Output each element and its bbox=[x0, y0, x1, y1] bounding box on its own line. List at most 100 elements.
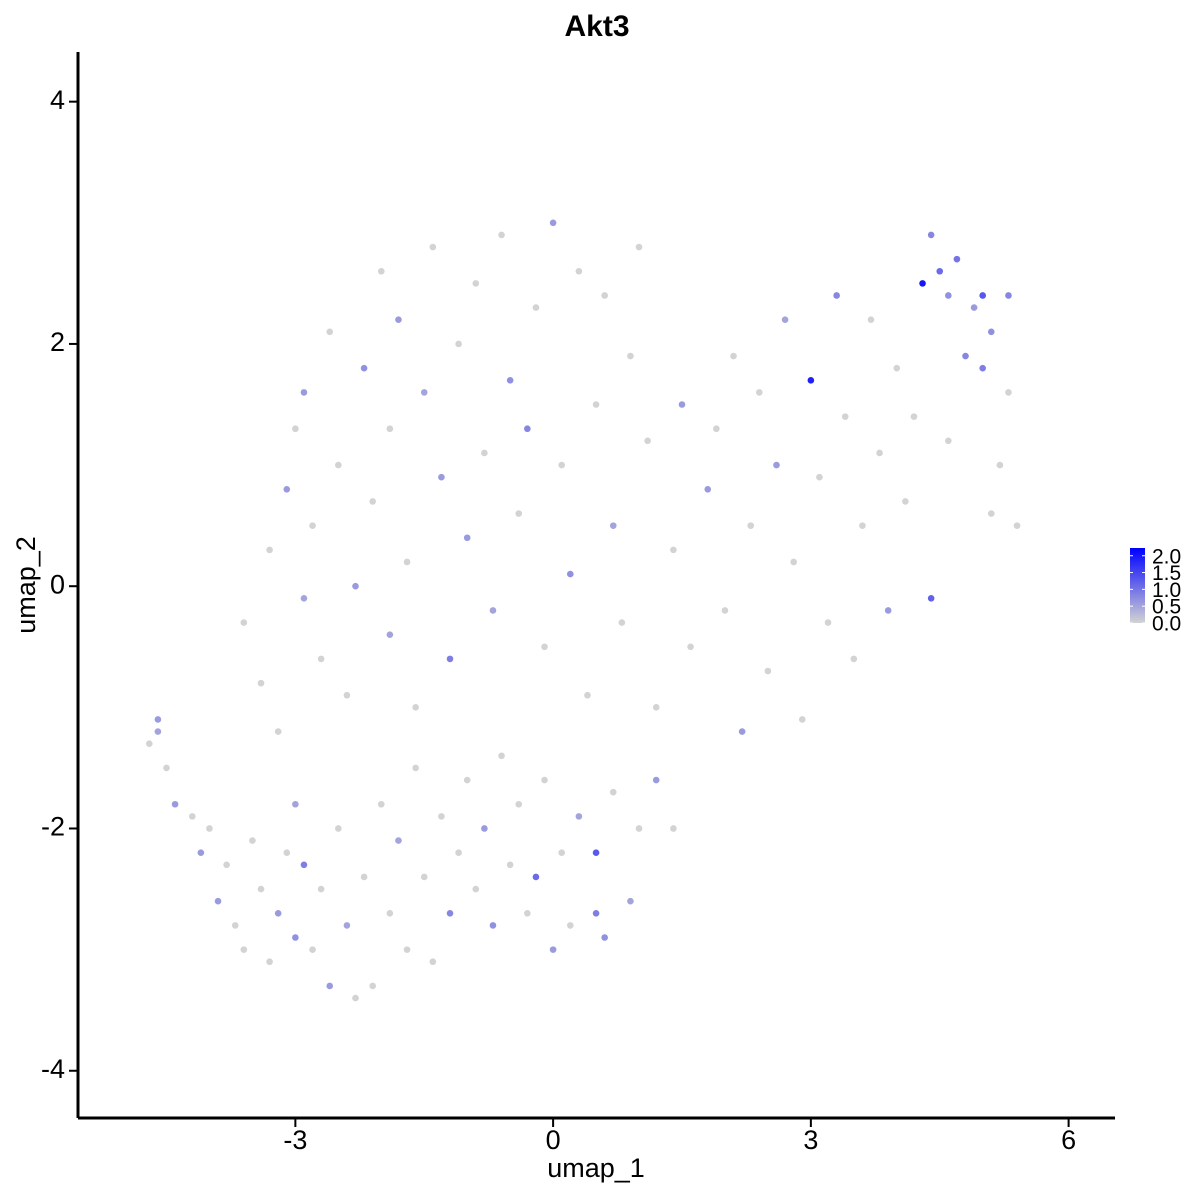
point bbox=[678, 401, 686, 408]
point bbox=[300, 389, 308, 396]
point bbox=[549, 946, 557, 953]
point bbox=[300, 595, 308, 602]
point bbox=[816, 473, 823, 481]
point bbox=[687, 643, 694, 651]
point bbox=[266, 958, 273, 966]
point bbox=[369, 498, 376, 505]
y-axis-label: umap_2 bbox=[11, 536, 41, 634]
y-tick-label: -2 bbox=[41, 812, 65, 842]
point bbox=[412, 704, 419, 711]
point bbox=[627, 352, 634, 360]
point bbox=[154, 728, 162, 735]
y-tick-label: 4 bbox=[50, 85, 65, 115]
point bbox=[309, 522, 316, 529]
point bbox=[884, 607, 892, 614]
point bbox=[154, 716, 162, 723]
point bbox=[317, 655, 325, 663]
point bbox=[541, 643, 548, 651]
point bbox=[601, 934, 608, 941]
point bbox=[412, 764, 419, 772]
point bbox=[1013, 522, 1021, 529]
point bbox=[214, 897, 222, 905]
point bbox=[876, 449, 883, 457]
point bbox=[438, 813, 445, 820]
colorbar-tick-label: 0.0 bbox=[1152, 613, 1181, 636]
point bbox=[987, 510, 995, 517]
point bbox=[927, 595, 935, 602]
x-tick-label: 6 bbox=[1061, 1125, 1076, 1155]
point bbox=[506, 861, 514, 869]
point bbox=[773, 461, 780, 469]
point bbox=[1005, 292, 1012, 299]
point bbox=[515, 800, 523, 808]
point bbox=[979, 364, 986, 372]
point bbox=[395, 316, 402, 324]
point bbox=[300, 861, 308, 869]
point bbox=[377, 267, 385, 275]
point bbox=[498, 231, 505, 239]
point bbox=[343, 922, 351, 929]
point bbox=[566, 922, 574, 929]
point bbox=[1005, 389, 1012, 396]
point bbox=[283, 486, 291, 493]
point bbox=[257, 679, 265, 687]
point bbox=[859, 522, 866, 529]
point bbox=[335, 461, 342, 469]
point bbox=[429, 243, 437, 251]
point bbox=[223, 861, 230, 869]
point bbox=[532, 304, 540, 311]
x-axis-label: umap_1 bbox=[547, 1153, 645, 1183]
point bbox=[532, 873, 540, 881]
point bbox=[953, 255, 961, 263]
y-tick-label: 0 bbox=[50, 569, 65, 599]
point bbox=[274, 728, 282, 735]
point bbox=[919, 280, 926, 287]
point bbox=[231, 922, 239, 929]
point bbox=[326, 328, 334, 336]
point bbox=[446, 655, 454, 663]
point bbox=[738, 728, 746, 735]
point bbox=[945, 292, 952, 299]
point bbox=[386, 425, 394, 433]
point bbox=[369, 982, 376, 990]
point bbox=[506, 376, 514, 384]
point bbox=[240, 946, 248, 953]
point bbox=[524, 909, 531, 917]
point bbox=[713, 425, 720, 433]
point bbox=[317, 885, 325, 893]
x-tick-label: 3 bbox=[803, 1125, 818, 1155]
point bbox=[558, 461, 566, 469]
point bbox=[335, 825, 342, 832]
point bbox=[266, 546, 273, 554]
point bbox=[592, 401, 600, 408]
point bbox=[206, 825, 213, 832]
point bbox=[927, 231, 935, 239]
point bbox=[386, 909, 394, 917]
point bbox=[549, 219, 557, 227]
colorbar-tick-label: 0.5 bbox=[1152, 596, 1181, 619]
point bbox=[463, 776, 471, 784]
point bbox=[721, 607, 729, 614]
point bbox=[188, 813, 196, 820]
point bbox=[395, 837, 402, 844]
point bbox=[292, 934, 299, 941]
point bbox=[601, 292, 608, 299]
point bbox=[455, 340, 462, 348]
point bbox=[352, 582, 359, 590]
point bbox=[292, 425, 299, 433]
point bbox=[670, 825, 677, 832]
point bbox=[945, 437, 952, 445]
point bbox=[798, 716, 806, 723]
point bbox=[902, 498, 909, 505]
colorbar-tick-label: 1.0 bbox=[1152, 579, 1181, 602]
y-tick-label: -4 bbox=[41, 1054, 65, 1084]
point bbox=[850, 655, 858, 663]
point bbox=[781, 316, 789, 324]
point bbox=[609, 788, 617, 796]
point bbox=[635, 243, 643, 251]
point bbox=[146, 740, 153, 747]
point bbox=[292, 800, 299, 808]
point bbox=[670, 546, 677, 554]
point bbox=[644, 437, 651, 445]
point bbox=[309, 946, 316, 953]
